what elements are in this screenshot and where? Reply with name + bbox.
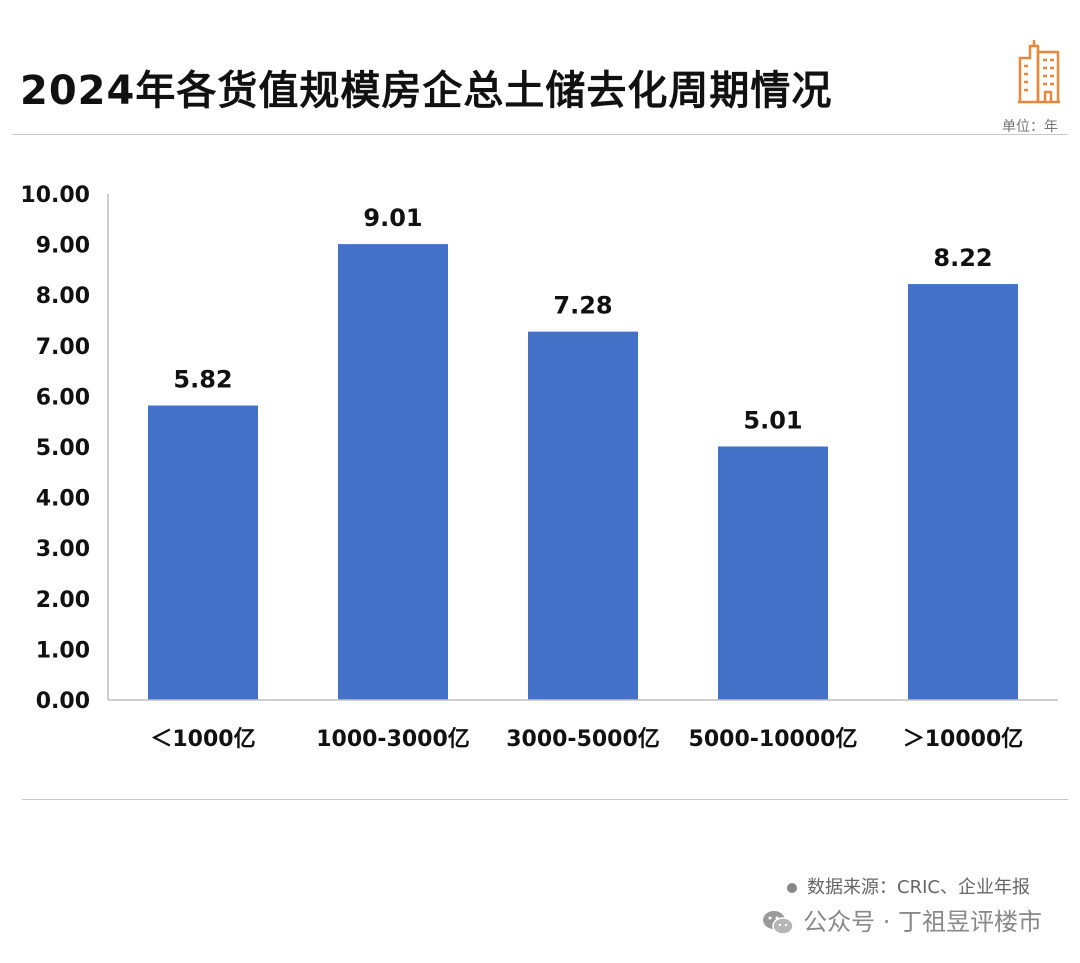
bar [718,446,828,700]
chart-title: 2024年各货值规模房企总土储去化周期情况 [20,68,833,114]
data-label: 5.01 [743,406,802,434]
account-footer: 公众号 · 丁祖昱评楼市 [761,902,1042,937]
wechat-icon [763,911,794,935]
bullet-icon [787,883,798,893]
bar [908,284,1018,700]
y-tick-label: 7.00 [36,335,90,360]
bar [338,244,448,700]
data-label: 8.22 [933,244,992,272]
x-axis: ＜1000亿 1000-3000亿 3000-5000亿 5000-10000亿 ＞10… [108,699,1058,752]
bar [528,331,638,700]
y-tick-label: 3.00 [36,537,90,562]
y-tick-label: 1.00 [36,638,90,663]
y-tick-label: 10.00 [20,183,90,208]
data-label: 7.28 [553,292,612,320]
account-name: 公众号 · 丁祖昱评楼市 [803,908,1042,936]
x-tick-label: 1000-3000亿 [316,727,470,752]
data-source: 数据来源：CRIC、企业年报 [787,873,1030,899]
data-label: 5.82 [173,366,232,394]
data-source-text: 数据来源：CRIC、企业年报 [807,877,1030,898]
y-tick-label: 6.00 [36,385,90,410]
unit-label: 单位：年 [1002,119,1058,135]
x-tick-label: ＜1000亿 [150,727,255,752]
y-axis: 0.00 1.00 2.00 3.00 4.00 5.00 6.00 7.00 8.00 9.00… [20,183,109,714]
bar-chart: 0.00 1.00 2.00 3.00 4.00 5.00 6.00 7.00 8.00 9.00… [20,183,1058,752]
data-label: 9.01 [363,204,422,232]
bars: 5.82 9.01 7.28 5.01 8.22 [148,204,1018,700]
header-divider [12,134,1068,135]
y-tick-label: 4.00 [36,487,90,512]
bar [148,405,258,700]
city-buildings-icon [1018,40,1060,104]
x-tick-label: 3000-5000亿 [506,727,660,752]
x-tick-label: 5000-10000亿 [689,727,858,752]
y-tick-label: 2.00 [36,588,90,613]
x-tick-label: ＞10000亿 [903,727,1024,752]
footer-divider [22,799,1068,800]
y-tick-label: 9.00 [36,234,90,259]
y-tick-label: 5.00 [36,436,90,461]
y-tick-label: 8.00 [36,284,90,309]
y-tick-label: 0.00 [36,689,90,714]
